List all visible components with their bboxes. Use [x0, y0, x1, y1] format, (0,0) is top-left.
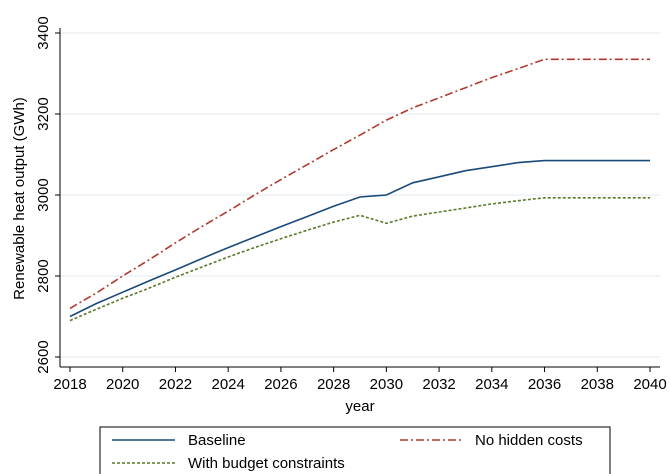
x-tick-label: 2024: [211, 376, 244, 393]
x-tick-label: 2028: [317, 376, 350, 393]
series-line-no-hidden-costs: [69, 58, 650, 310]
x-tick-label: 2038: [581, 376, 614, 393]
legend-label-with-budget-constraints: With budget constraints: [188, 455, 345, 472]
x-tick-label: 2040: [633, 376, 666, 393]
x-tick-label: 2018: [53, 376, 86, 393]
y-tick-label: 2800: [35, 259, 52, 292]
x-tick-label: 2034: [475, 376, 508, 393]
grid: [60, 32, 660, 358]
series-line-baseline: [69, 159, 650, 318]
x-tick-label: 2036: [528, 376, 561, 393]
legend-label-no-hidden-costs: No hidden costs: [475, 432, 583, 449]
x-tick-label: 2032: [422, 376, 455, 393]
x-axis-title: year: [345, 398, 374, 415]
series-lines: [69, 58, 650, 322]
x-tick-label: 2030: [370, 376, 403, 393]
tick-labels: 2600 2800 3000 3200 3400 2018 2020 2022 2024 2026…: [35, 16, 667, 393]
y-tick-label: 2600: [35, 340, 52, 373]
y-tick-label: 3000: [35, 178, 52, 211]
y-axis-title: Renewable heat output (GWh): [11, 97, 28, 300]
legend-label-baseline: Baseline: [188, 432, 246, 449]
x-tick-label: 2026: [264, 376, 297, 393]
x-tick-label: 2020: [106, 376, 139, 393]
axes: [55, 28, 660, 372]
x-tick-label: 2022: [159, 376, 192, 393]
series-line-with-budget-constraints: [69, 197, 650, 322]
legend-box: [99, 426, 611, 474]
y-tick-label: 3400: [35, 16, 52, 49]
legend: Baseline No hidden costs With budget con…: [99, 426, 611, 474]
y-tick-label: 3200: [35, 97, 52, 130]
